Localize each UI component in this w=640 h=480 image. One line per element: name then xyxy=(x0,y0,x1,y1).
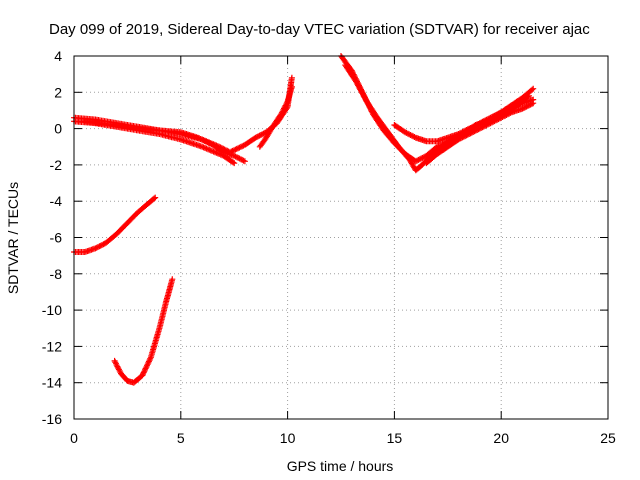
data-point xyxy=(169,276,176,283)
data-series xyxy=(71,53,537,386)
data-point xyxy=(530,85,537,92)
y-tick-label: -8 xyxy=(50,266,63,282)
x-tick-label: 10 xyxy=(280,430,296,446)
data-point xyxy=(406,131,413,138)
data-point xyxy=(241,158,248,165)
y-tick-label: 2 xyxy=(54,84,62,100)
data-point xyxy=(152,194,159,201)
data-point xyxy=(529,86,536,93)
series-track-d xyxy=(256,83,295,150)
series-track-f xyxy=(111,276,176,386)
chart-title: Day 099 of 2019, Sidereal Day-to-day VTE… xyxy=(49,21,590,38)
x-axis-label: GPS time / hours xyxy=(287,458,394,474)
series-track-c xyxy=(81,118,248,165)
data-point xyxy=(506,110,513,117)
y-tick-label: -2 xyxy=(50,157,63,173)
data-point xyxy=(498,114,505,121)
y-tick-label: 0 xyxy=(54,121,62,137)
y-tick-label: -4 xyxy=(50,193,63,209)
x-tick-label: 5 xyxy=(177,430,185,446)
data-point xyxy=(502,107,509,114)
x-tick-label: 20 xyxy=(493,430,509,446)
y-tick-label: -10 xyxy=(42,302,62,318)
y-tick-label: 4 xyxy=(54,48,62,64)
data-point xyxy=(231,160,238,167)
data-point xyxy=(524,102,531,109)
y-tick-label: -14 xyxy=(42,375,62,391)
x-tick-labels: 0 5 10 15 20 25 xyxy=(70,430,616,446)
series-track-e xyxy=(71,194,159,255)
data-point xyxy=(288,83,295,90)
data-point xyxy=(151,195,158,202)
data-point xyxy=(486,120,493,127)
y-tick-label: -12 xyxy=(42,338,62,354)
data-point xyxy=(471,128,478,135)
axis-ticks xyxy=(73,55,609,420)
data-point xyxy=(528,100,535,107)
y-tick-label: -6 xyxy=(50,230,63,246)
x-tick-label: 25 xyxy=(600,430,616,446)
y-tick-labels: -16 -14 -12 -10 -8 -6 -4 -2 0 2 4 xyxy=(42,48,62,427)
y-tick-label: -16 xyxy=(42,411,62,427)
series-track-j xyxy=(423,100,537,167)
data-point xyxy=(530,100,537,107)
data-point xyxy=(506,105,513,112)
y-axis-label: SDTVAR / TECUs xyxy=(5,182,21,294)
data-point xyxy=(288,74,295,81)
data-point xyxy=(230,159,236,166)
data-point xyxy=(502,112,509,119)
grid-lines xyxy=(74,56,608,419)
x-tick-label: 15 xyxy=(387,430,403,446)
x-tick-label: 0 xyxy=(70,430,78,446)
